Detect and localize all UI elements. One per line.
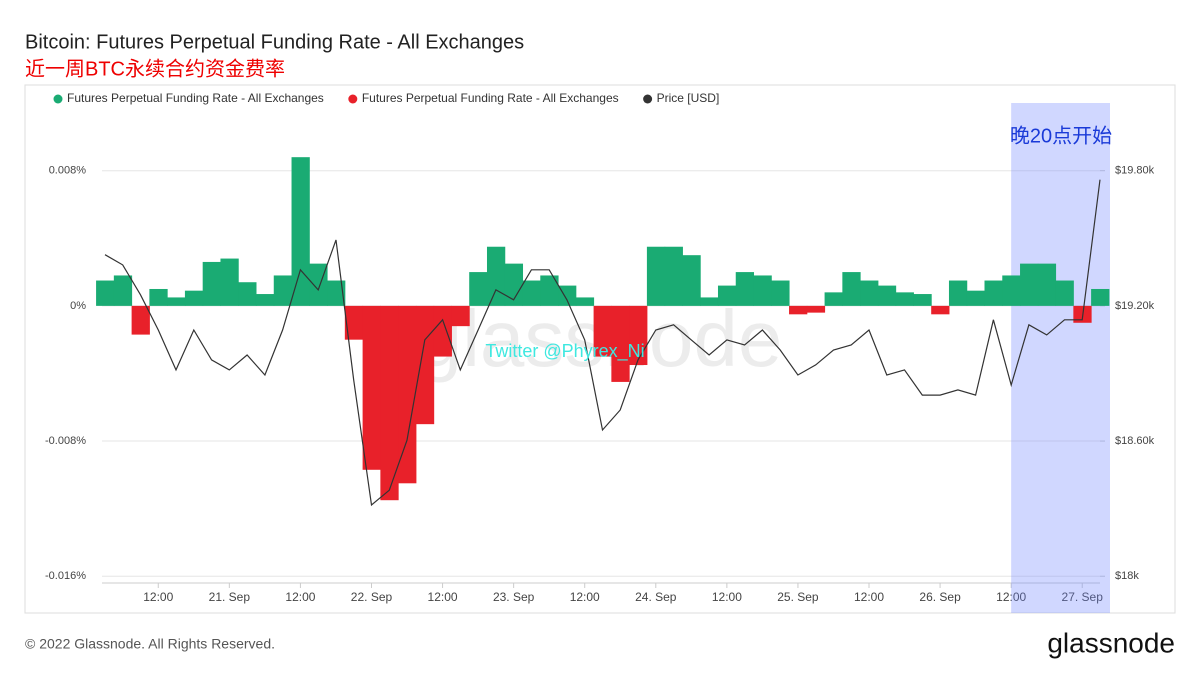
funding-bar [629, 305, 648, 366]
funding-bar [948, 280, 968, 306]
funding-bar [398, 305, 417, 484]
funding-bar [682, 255, 701, 306]
x-tick-label: 24. Sep [635, 590, 677, 604]
funding-bar [149, 288, 168, 306]
funding-bar [806, 305, 826, 313]
logo: glassnode [1047, 627, 1175, 658]
funding-bar [113, 275, 133, 306]
x-tick-label: 23. Sep [493, 590, 535, 604]
funding-bar [877, 285, 897, 306]
funding-bar [966, 290, 986, 306]
legend-label: Price [USD] [657, 91, 720, 105]
funding-bar [664, 246, 683, 306]
x-tick-label: 22. Sep [351, 590, 393, 604]
funding-bar [504, 263, 524, 306]
funding-bar [860, 280, 879, 306]
y2-tick-label: $19.20k [1115, 300, 1155, 312]
x-tick-label: 12:00 [854, 590, 884, 604]
funding-bar [842, 272, 861, 306]
y2-tick-label: $19.80k [1115, 165, 1155, 177]
funding-bar [255, 294, 275, 306]
funding-bar [895, 292, 914, 306]
funding-bar [273, 275, 293, 306]
funding-bar [327, 280, 346, 306]
highlight-label: 晚20点开始 [1010, 124, 1112, 147]
funding-bar [789, 305, 808, 315]
funding-bar [1020, 263, 1039, 306]
x-tick-label: 25. Sep [777, 590, 819, 604]
price-line [104, 179, 1101, 507]
funding-bar [931, 305, 950, 315]
x-tick-label: 12:00 [143, 590, 173, 604]
x-tick-label: 26. Sep [919, 590, 961, 604]
funding-bar [646, 246, 666, 306]
chart-frame [24, 84, 1176, 614]
y2-tick-label: $18.60k [1115, 435, 1155, 447]
funding-bar [771, 280, 790, 306]
funding-bar [1091, 288, 1110, 306]
funding-bar [433, 305, 452, 357]
funding-bar [540, 275, 559, 306]
funding-bar [1002, 275, 1021, 306]
funding-bar [824, 292, 843, 306]
legend-marker [53, 94, 63, 104]
annotation: Twitter @Phyrex_Ni [485, 341, 644, 362]
funding-bar [238, 282, 257, 306]
funding-bar [184, 290, 204, 306]
funding-bar [167, 297, 186, 306]
funding-bar [700, 297, 719, 306]
x-tick-label: 12:00 [428, 590, 458, 604]
funding-bar [96, 280, 115, 306]
funding-bar [202, 261, 221, 306]
y-tick-label: -0.008% [45, 435, 86, 447]
funding-bar [362, 305, 381, 470]
funding-bar [913, 294, 932, 306]
funding-bar [469, 272, 488, 306]
funding-bar [611, 305, 630, 382]
chart-subtitle: 近一周BTC永续合约资金费率 [25, 57, 285, 80]
funding-bar [1055, 280, 1074, 306]
y-tick-label: -0.016% [45, 570, 86, 582]
x-tick-label: 12:00 [570, 590, 600, 604]
funding-bar [575, 297, 595, 306]
funding-bar [380, 305, 399, 501]
x-tick-label: 12:00 [285, 590, 315, 604]
legend-label: Futures Perpetual Funding Rate - All Exc… [362, 91, 619, 105]
funding-bar [344, 305, 364, 340]
funding-bar [415, 305, 435, 425]
funding-bar [522, 280, 541, 306]
y-tick-label: 0.008% [49, 165, 87, 177]
y2-tick-label: $18k [1115, 570, 1139, 582]
x-tick-label: 12:00 [712, 590, 742, 604]
funding-bar [753, 275, 772, 306]
funding-bar [291, 157, 310, 306]
footer: © 2022 Glassnode. All Rights Reserved. [25, 636, 275, 652]
funding-bar [486, 246, 506, 306]
x-tick-label: 27. Sep [1062, 590, 1104, 604]
y-tick-label: 0% [70, 300, 86, 312]
funding-bar [309, 263, 328, 306]
funding-bar [558, 285, 577, 306]
legend-marker [348, 94, 358, 104]
funding-bar [451, 305, 470, 327]
x-tick-label: 21. Sep [209, 590, 251, 604]
funding-bar [717, 285, 737, 306]
chart-title: Bitcoin: Futures Perpetual Funding Rate … [25, 31, 524, 53]
highlight-band [1011, 103, 1110, 613]
funding-bar [984, 280, 1003, 306]
x-tick-label: 12:00 [996, 590, 1026, 604]
funding-bar [220, 258, 239, 306]
funding-bar [1037, 263, 1057, 306]
funding-bar [735, 272, 755, 306]
funding-bar [593, 305, 612, 357]
legend-marker [643, 94, 653, 104]
legend-label: Futures Perpetual Funding Rate - All Exc… [67, 91, 324, 105]
funding-bar [131, 305, 150, 335]
